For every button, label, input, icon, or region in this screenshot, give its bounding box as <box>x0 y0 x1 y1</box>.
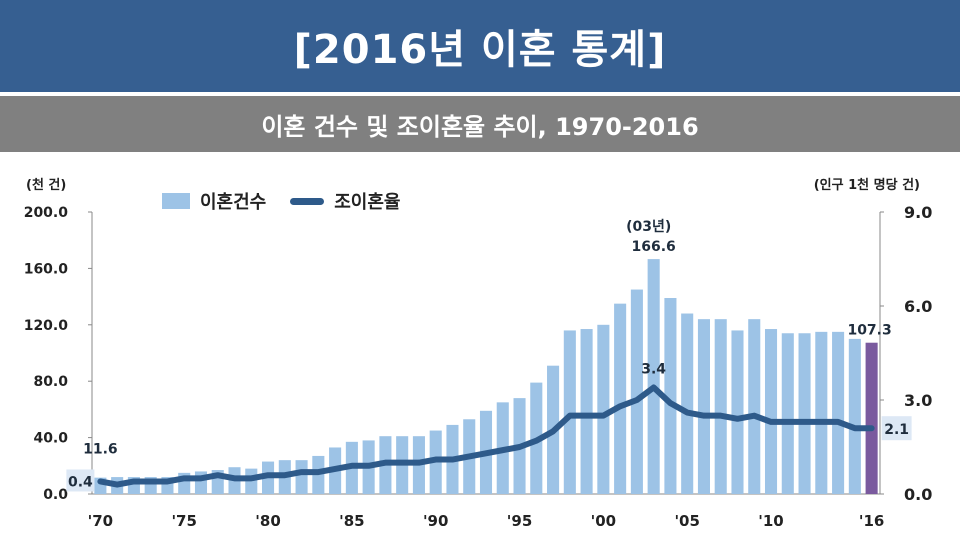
rate-label-bg-1970 <box>66 469 95 492</box>
bar-2010 <box>764 329 778 494</box>
x-tick-label: '90 <box>423 512 448 530</box>
divorce-chart: 0.0 40.0 80.0 120.0 160.0 200.0 0.0 3.0 6.0 9.0 '7… <box>24 203 933 530</box>
left-tick-label: 160.0 <box>24 261 69 277</box>
left-tick-label: 0.0 <box>43 487 68 503</box>
bar-1982 <box>295 460 308 494</box>
bar-1998 <box>563 330 576 494</box>
rate-value-label-2003: 3.4 <box>641 361 666 377</box>
bar-2005 <box>681 313 694 494</box>
bar-2001 <box>614 303 627 494</box>
chart-subtitle: 이혼 건수 및 조이혼율 추이, 1970-2016 <box>261 112 699 141</box>
x-tick-label: '16 <box>859 512 884 530</box>
page-title: [2016년 이혼 통계] <box>293 27 667 73</box>
bar-value-label-1970: 11.6 <box>83 442 118 458</box>
left-tick-label: 40.0 <box>33 431 68 447</box>
bar-2009 <box>748 319 761 494</box>
bar-2013 <box>815 331 828 494</box>
bar-2003 <box>647 259 660 494</box>
rate-value-label-1970: 0.4 <box>68 474 93 490</box>
bar-1999 <box>580 329 593 494</box>
legend-line-swatch <box>290 197 325 205</box>
bar-2008 <box>731 330 744 494</box>
x-tick-label: '10 <box>758 512 783 530</box>
left-tick-label: 80.0 <box>33 374 68 390</box>
bar-2007 <box>714 319 727 494</box>
rate-value-label-2016: 2.1 <box>884 422 909 438</box>
title-banner: [2016년 이혼 통계] <box>0 0 960 92</box>
bar-2015 <box>848 338 861 494</box>
x-tick-label: '80 <box>255 512 280 530</box>
x-tick-label: '85 <box>339 512 364 530</box>
right-tick-label: 9.0 <box>904 203 932 222</box>
bar-2000 <box>597 324 610 494</box>
left-tick-label: 200.0 <box>24 205 69 221</box>
bar-2012 <box>798 333 811 494</box>
left-tick-label: 120.0 <box>24 318 69 334</box>
x-tick-label: '75 <box>171 512 196 530</box>
legend: 이혼건수 조이혼율 <box>162 188 401 214</box>
bar-2011 <box>781 333 794 494</box>
bar-2002 <box>630 289 643 494</box>
subtitle-bar: 이혼 건수 및 조이혼율 추이, 1970-2016 <box>0 96 960 152</box>
bar-2016 <box>865 342 878 494</box>
x-tick-label: '05 <box>674 512 699 530</box>
bar-value-label-2016: 107.3 <box>847 323 891 339</box>
bar-value-label-2003: 166.6 <box>632 239 676 255</box>
x-tick-label: '00 <box>591 512 616 530</box>
peak-year-note: (03년) <box>626 219 671 235</box>
left-axis-unit: (천 건) <box>26 178 67 193</box>
legend-bar-swatch <box>162 193 190 209</box>
legend-bar-label: 이혼건수 <box>200 192 267 213</box>
right-tick-label: 6.0 <box>904 297 932 316</box>
bar-2006 <box>697 319 710 494</box>
bar-2004 <box>664 298 677 494</box>
legend-line-label: 조이혼율 <box>334 192 401 213</box>
right-axis-unit: (인구 1천 명당 건) <box>813 178 920 193</box>
rate-label-bg-2016 <box>881 416 912 441</box>
x-tick-label: '95 <box>507 512 532 530</box>
bar-2014 <box>832 331 845 494</box>
right-tick-label: 0.0 <box>904 485 932 504</box>
x-tick-label: '70 <box>88 512 113 530</box>
right-tick-label: 3.0 <box>904 391 932 410</box>
